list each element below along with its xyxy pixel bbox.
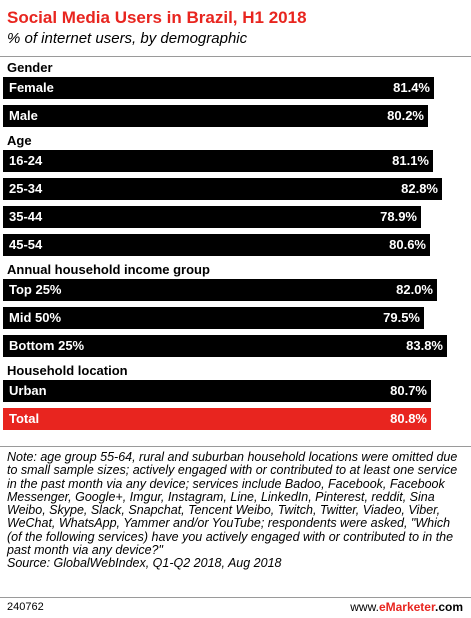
chart-subtitle: % of internet users, by demographic <box>7 30 248 47</box>
bar: Male 80.2% <box>3 105 428 127</box>
bar-value-label: 80.6% <box>389 237 426 252</box>
bar-category-label: 16-24 <box>9 153 43 168</box>
top-divider <box>0 56 471 57</box>
bar-category-label: Urban <box>9 383 47 398</box>
bar-category-label: 45-54 <box>9 237 43 252</box>
bar-category-label: 35-44 <box>9 209 43 224</box>
bar: 35-44 78.9% <box>3 206 421 228</box>
brand-logo: www.eMarketer.com <box>350 600 463 614</box>
bar-value-label: 82.8% <box>401 181 438 196</box>
bar: 45-54 80.6% <box>3 234 430 256</box>
bar: 25-34 82.8% <box>3 178 442 200</box>
bar-category-label: Mid 50% <box>9 310 62 325</box>
bar-category-label: 25-34 <box>9 181 43 196</box>
bar-value-label: 80.2% <box>387 108 424 123</box>
bar-value-label: 78.9% <box>380 209 417 224</box>
group-label: Household location <box>7 363 128 378</box>
note-text: Note: age group 55-64, rural and suburba… <box>7 450 458 558</box>
brand-suffix: .com <box>434 600 463 614</box>
bar-value-label: 81.1% <box>392 153 429 168</box>
bar-category-label: Male <box>9 108 38 123</box>
bar: Total 80.8% <box>3 408 431 430</box>
bar: Bottom 25% 83.8% <box>3 335 447 357</box>
bar: Female 81.4% <box>3 77 434 99</box>
bar-value-label: 82.0% <box>396 282 433 297</box>
bar-category-label: Total <box>9 411 40 426</box>
bar: Mid 50% 79.5% <box>3 307 424 329</box>
bar-chart: Gender Female 81.4% Male 80.2% Age 16-24 81.1% 2… <box>3 60 447 430</box>
bar-value-label: 83.8% <box>406 338 443 353</box>
bar-value-label: 79.5% <box>383 310 420 325</box>
group-label: Annual household income group <box>7 262 210 277</box>
chart-title: Social Media Users in Brazil, H1 2018 <box>7 8 307 27</box>
footer-divider <box>0 597 471 598</box>
bar-value-label: 80.7% <box>390 383 427 398</box>
bar: Top 25% 82.0% <box>3 279 437 301</box>
group-label: Gender <box>7 60 53 75</box>
bar-category-label: Female <box>9 80 54 95</box>
bar: Urban 80.7% <box>3 380 431 402</box>
note-divider <box>0 446 471 447</box>
bar-category-label: Top 25% <box>9 282 62 297</box>
bar-value-label: 80.8% <box>390 411 427 426</box>
source-text: Source: GlobalWebIndex, Q1-Q2 2018, Aug … <box>7 556 282 571</box>
bar-value-label: 81.4% <box>393 80 430 95</box>
group-label: Age <box>7 133 32 148</box>
brand-name: eMarketer <box>378 600 435 614</box>
chart-note: Note: age group 55-64, rural and suburba… <box>7 450 465 571</box>
brand-prefix: www. <box>350 600 379 614</box>
bar: 16-24 81.1% <box>3 150 433 172</box>
chart-id: 240762 <box>7 601 44 613</box>
bar-category-label: Bottom 25% <box>9 338 85 353</box>
